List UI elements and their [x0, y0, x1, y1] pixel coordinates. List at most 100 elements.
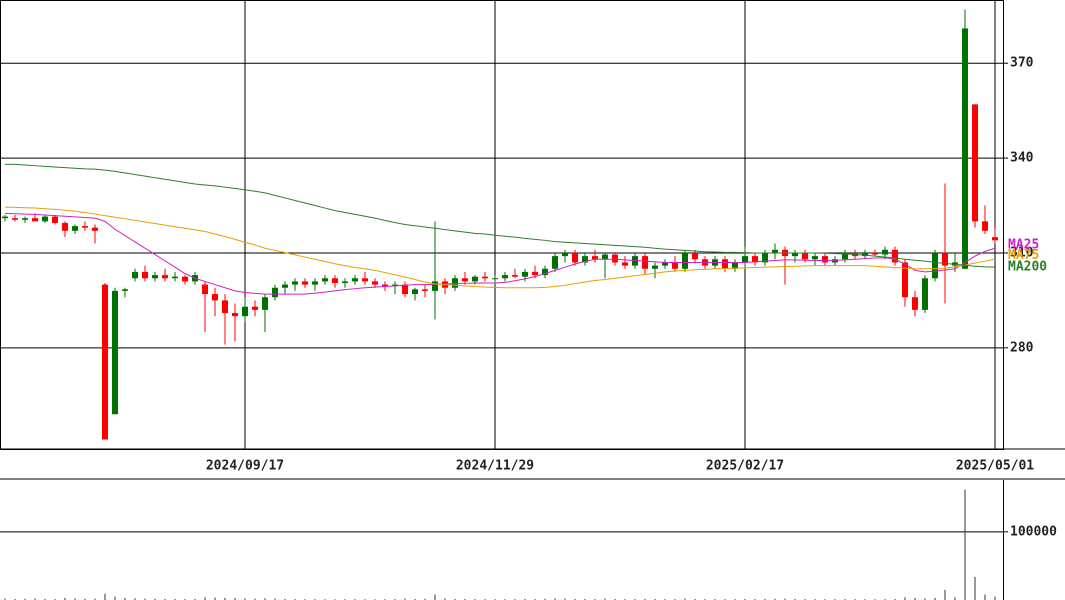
volume-bar [424, 598, 426, 600]
volume-bar [14, 598, 16, 600]
candle-body [92, 227, 98, 231]
volume-bar [584, 598, 586, 600]
candle-body [202, 284, 208, 295]
volume-bar [4, 598, 6, 600]
candle-body [512, 275, 518, 277]
candle-body [82, 226, 88, 228]
volume-bar [434, 594, 436, 600]
volume-bar [784, 598, 786, 600]
candle-body [722, 259, 728, 269]
candle-body [32, 218, 38, 222]
volume-bar [574, 598, 576, 600]
volume-bar [64, 597, 66, 600]
candle-body [62, 222, 68, 231]
volume-bar [644, 598, 646, 600]
candle-body [422, 289, 428, 291]
volume-bar [74, 598, 76, 600]
candle-body [592, 256, 598, 260]
candle-body [942, 252, 948, 266]
candle-body [962, 28, 968, 269]
candle-body [922, 278, 928, 310]
y-tick-label: 280 [1010, 340, 1034, 355]
candle-body [292, 281, 298, 285]
candle-body [312, 281, 318, 285]
volume-bar [894, 598, 896, 600]
volume-bar [24, 598, 26, 600]
volume-bar [794, 598, 796, 600]
candle-body [282, 284, 288, 288]
candle-body [562, 252, 568, 257]
volume-bar [84, 598, 86, 600]
volume-bar [984, 594, 986, 600]
candle-body [492, 278, 498, 280]
volume-bar [254, 598, 256, 600]
candle-body [42, 216, 48, 222]
candle-body [362, 278, 368, 282]
candle-body [902, 262, 908, 298]
x-tick-label: 2024/09/17 [206, 459, 284, 474]
candle-body [322, 278, 328, 282]
candle-body [622, 262, 628, 266]
candle-body [452, 278, 458, 288]
candle-body [472, 276, 478, 282]
candle-body [662, 262, 668, 266]
candle-body [832, 259, 838, 263]
volume-bar [414, 598, 416, 600]
volume-bar [924, 598, 926, 600]
legend-label: MA25 [1008, 238, 1039, 253]
x-tick-label: 2025/02/17 [706, 459, 784, 474]
volume-bar [974, 576, 976, 600]
volume-bar [94, 598, 96, 600]
volume-bar [444, 598, 446, 600]
volume-bar [744, 598, 746, 600]
candle-body [272, 287, 278, 298]
x-tick-label: 2024/11/29 [456, 459, 534, 474]
moving-average-line [4, 206, 996, 289]
candle-body [792, 252, 798, 257]
candle-body [972, 104, 978, 222]
candle-body [222, 300, 228, 314]
candle-body [532, 271, 538, 276]
candle-body [892, 249, 898, 263]
volume-bar [524, 598, 526, 600]
candle-body [342, 281, 348, 283]
candle-body [262, 297, 268, 310]
candle-body [412, 289, 418, 295]
candle-body [932, 252, 938, 279]
legend-label: MA200 [1008, 260, 1047, 275]
volume-bar [144, 598, 146, 600]
candle-body [682, 252, 688, 269]
y-tick-label: 310 [1010, 245, 1034, 260]
candle-body [352, 278, 358, 282]
candle-body [22, 218, 28, 220]
volume-bar [114, 596, 116, 600]
candle-body [132, 271, 138, 279]
volume-bar [194, 598, 196, 600]
volume-bar [454, 598, 456, 600]
candle-body [142, 271, 148, 279]
volume-bar [904, 597, 906, 600]
candle-body [72, 226, 78, 231]
candle-body [772, 249, 778, 253]
candle-body [502, 275, 508, 279]
volume-bar [154, 598, 156, 600]
volume-bar [654, 598, 656, 600]
volume-bar [614, 598, 616, 600]
candle-body [572, 252, 578, 263]
volume-bar [284, 598, 286, 600]
volume-bar [694, 598, 696, 600]
y-tick-label: 340 [1010, 151, 1034, 166]
candle-body [912, 297, 918, 310]
volume-bar [554, 598, 556, 600]
volume-bar [44, 598, 46, 600]
volume-bar [464, 598, 466, 600]
candle-body [992, 237, 998, 241]
candle-body [752, 256, 758, 263]
candle-body [2, 216, 8, 219]
candle-body [112, 290, 118, 415]
candle-body [462, 278, 468, 282]
candle-body [252, 306, 258, 310]
candle-body [652, 265, 658, 269]
